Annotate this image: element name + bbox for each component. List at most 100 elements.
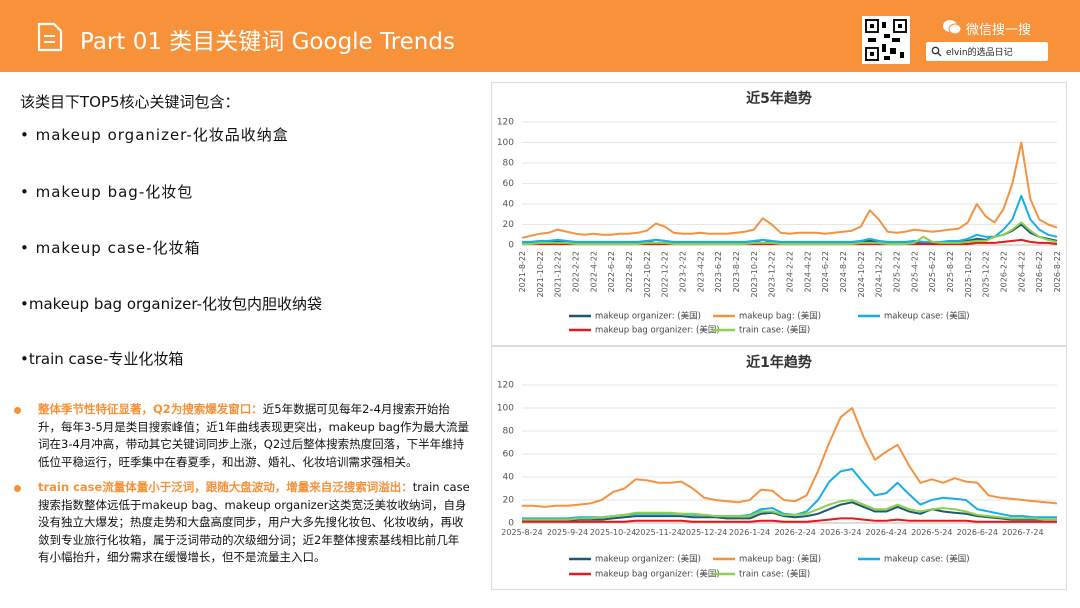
x-tick-label: 2026-1-24 — [729, 528, 770, 537]
x-tick-label: 2024-6-22 — [821, 251, 830, 292]
legend-label: makeup bag: (美国) — [739, 311, 821, 322]
y-tick-label: 60 — [503, 179, 515, 189]
search-label: 微信搜一搜 — [966, 23, 1032, 38]
x-tick-label: 2022-8-22 — [625, 251, 634, 292]
search-box[interactable]: elvin的选品日记 — [926, 42, 1048, 61]
series-line — [522, 468, 1057, 520]
x-tick-label: 2023-12-22 — [768, 251, 777, 298]
legend-label: train case: (美国) — [739, 569, 810, 580]
series-line — [522, 501, 1057, 522]
x-tick-label: 2024-2-22 — [786, 251, 795, 292]
doc-icon — [37, 22, 63, 52]
legend-label: makeup organizer: (美国) — [595, 554, 701, 565]
qr-code — [862, 16, 910, 64]
x-tick-label: 2023-2-22 — [679, 251, 688, 292]
keyword: • makeup bag-化妆包 — [20, 183, 194, 201]
x-tick-label: 2023-4-22 — [696, 251, 705, 292]
x-tick-label: 2025-12-22 — [982, 251, 991, 298]
x-tick-label: 2024-4-22 — [803, 251, 812, 292]
x-tick-label: 2022-4-22 — [589, 251, 598, 292]
x-tick-label: 2025-10-22 — [964, 251, 973, 298]
x-tick-label: 2025-9-24 — [547, 528, 588, 537]
series-line — [522, 517, 1057, 523]
chart-title: 近1年趋势 — [746, 354, 812, 371]
y-tick-label: 100 — [497, 404, 514, 414]
legend-label: makeup organizer: (美国) — [595, 311, 701, 322]
series-line — [522, 499, 1057, 521]
x-tick-label: 2026-7-24 — [1002, 528, 1043, 537]
bullet — [14, 485, 21, 492]
note-text: train case搜索指数整体远低于makeup bag、makeup org… — [38, 480, 470, 564]
y-tick-label: 60 — [503, 450, 515, 460]
series-line — [522, 407, 1058, 508]
x-tick-label: 2024-10-22 — [857, 251, 866, 298]
x-tick-label: 2021-10-22 — [536, 251, 545, 298]
chart-title: 近5年趋势 — [746, 90, 812, 107]
x-tick-label: 2026-6-24 — [957, 528, 998, 537]
header-title: Part 01 类目关键词 Google Trends — [80, 29, 455, 55]
bullet — [14, 407, 21, 414]
wechat-icon — [943, 20, 962, 35]
y-tick-label: 80 — [503, 159, 515, 169]
note: train case流量体量小于泛词，跟随大盘波动，增量来自泛搜索词溢出：tra… — [38, 479, 470, 567]
x-tick-label: 2022-2-22 — [572, 251, 581, 292]
note-lead: train case流量体量小于泛词，跟随大盘波动，增量来自泛搜索词溢出： — [38, 480, 413, 494]
y-tick-label: 0 — [508, 241, 514, 251]
series-line — [522, 221, 1058, 245]
y-tick-label: 120 — [497, 118, 514, 128]
x-tick-label: 2025-4-22 — [910, 251, 919, 292]
y-tick-label: 40 — [503, 473, 515, 483]
x-tick-label: 2024-12-22 — [875, 251, 884, 298]
y-tick-label: 100 — [497, 138, 514, 148]
x-tick-label: 2025-12-24 — [681, 528, 728, 537]
x-tick-label: 2025-10-24 — [590, 528, 637, 537]
legend-label: makeup case: (美国) — [884, 311, 970, 322]
y-tick-label: 80 — [503, 427, 515, 437]
legend-label: makeup bag organizer: (美国) — [595, 569, 720, 580]
series-line — [522, 194, 1058, 243]
keyword: • makeup case-化妆箱 — [20, 239, 201, 257]
keyword: •train case-专业化妆箱 — [20, 350, 184, 368]
keyword: • makeup organizer-化妆品收纳盒 — [20, 126, 289, 144]
y-tick-label: 20 — [503, 220, 515, 230]
x-tick-label: 2022-6-22 — [607, 251, 616, 292]
keyword: •makeup bag organizer-化妆包内胆收纳袋 — [20, 295, 323, 313]
note-text: 近5年数据可见每年2-4月搜索开始抬升，每年3-5月是类目搜索峰值；近1年曲线表… — [38, 402, 470, 469]
x-tick-label: 2026-4-22 — [1017, 251, 1026, 292]
x-tick-label: 2021-8-22 — [518, 251, 527, 292]
y-tick-label: 40 — [503, 200, 515, 210]
x-tick-label: 2023-6-22 — [714, 251, 723, 292]
x-tick-label: 2024-8-22 — [839, 251, 848, 292]
y-tick-label: 120 — [497, 381, 514, 391]
legend-label: train case: (美国) — [739, 325, 810, 336]
intro: 该类目下TOP5核心关键词包含： — [20, 93, 240, 111]
x-tick-label: 2026-3-24 — [820, 528, 861, 537]
x-tick-label: 2026-5-24 — [911, 528, 952, 537]
x-tick-label: 2022-10-22 — [643, 251, 652, 298]
y-tick-label: 20 — [503, 496, 515, 506]
search-icon — [931, 46, 942, 57]
x-tick-label: 2026-2-24 — [774, 528, 815, 537]
chart-panel: 近1年趋势 0 20 40 60 80 100 120 2025-8-24 2025-9-24 20… — [491, 346, 1067, 590]
x-tick-label: 2026-6-22 — [1035, 251, 1044, 292]
series-line — [521, 141, 1058, 239]
x-tick-label: 2026-4-24 — [866, 528, 907, 537]
legend-label: makeup case: (美国) — [884, 554, 970, 565]
note: 整体季节性特征显著，Q2为搜索爆发窗口：近5年数据可见每年2-4月搜索开始抬升，… — [38, 401, 470, 471]
legend-label: makeup bag: (美国) — [739, 554, 821, 565]
x-tick-label: 2023-10-22 — [750, 251, 759, 298]
x-tick-label: 2025-8-22 — [946, 251, 955, 292]
x-tick-label: 2021-12-22 — [554, 251, 563, 298]
x-tick-label: 2022-12-22 — [661, 251, 670, 298]
x-tick-label: 2023-8-22 — [732, 251, 741, 292]
note-lead: 整体季节性特征显著，Q2为搜索爆发窗口： — [38, 402, 263, 416]
x-tick-label: 2025-11-24 — [635, 528, 682, 537]
x-tick-label: 2026-2-22 — [1000, 251, 1009, 292]
header-bar: Part 01 类目关键词 Google Trends 微信搜一搜 elvin的… — [0, 0, 1080, 72]
search-text: elvin的选品日记 — [946, 48, 1013, 58]
x-tick-label: 2025-6-22 — [928, 251, 937, 292]
chart: 近5年趋势 0 20 40 60 80 100 120 2021-8-22 2021-10-22 2… — [497, 90, 1062, 336]
y-tick-label: 0 — [508, 519, 514, 529]
